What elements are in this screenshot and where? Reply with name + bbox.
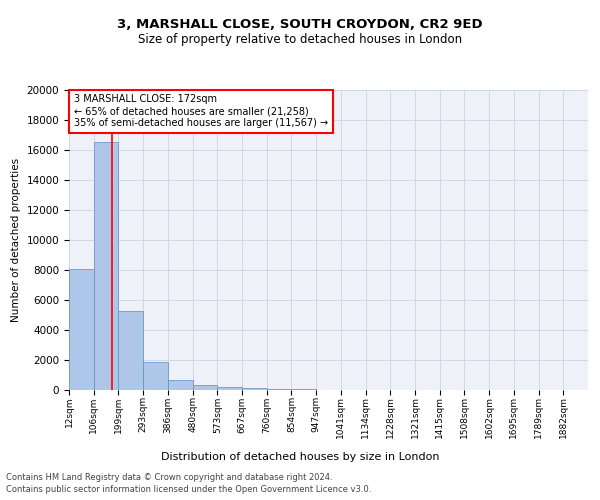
Text: Contains public sector information licensed under the Open Government Licence v3: Contains public sector information licen… [6, 485, 371, 494]
Bar [217, 387, 242, 390]
Text: 3, MARSHALL CLOSE, SOUTH CROYDON, CR2 9ED: 3, MARSHALL CLOSE, SOUTH CROYDON, CR2 9E… [117, 18, 483, 30]
Bar [94, 142, 118, 390]
Bar [69, 268, 94, 390]
Text: Contains HM Land Registry data © Crown copyright and database right 2024.: Contains HM Land Registry data © Crown c… [6, 472, 332, 482]
Bar [143, 362, 168, 390]
Bar [193, 385, 217, 390]
Bar [292, 389, 316, 390]
Y-axis label: Number of detached properties: Number of detached properties [11, 158, 21, 322]
Text: Distribution of detached houses by size in London: Distribution of detached houses by size … [161, 452, 439, 462]
Text: Size of property relative to detached houses in London: Size of property relative to detached ho… [138, 32, 462, 46]
Text: 3 MARSHALL CLOSE: 172sqm
← 65% of detached houses are smaller (21,258)
35% of se: 3 MARSHALL CLOSE: 172sqm ← 65% of detach… [74, 94, 328, 128]
Bar [242, 388, 267, 390]
Bar [267, 388, 292, 390]
Bar [168, 380, 193, 390]
Bar [118, 310, 143, 390]
